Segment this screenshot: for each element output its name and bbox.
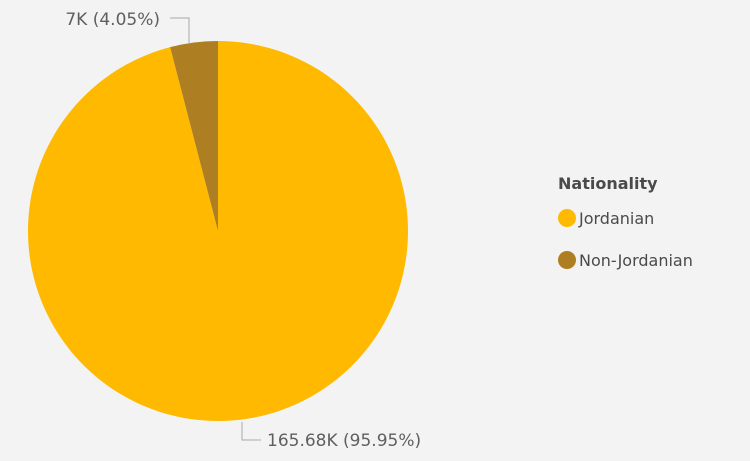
pie-data-labels: 165.68K (95.95%) 7K (4.05%): [65, 10, 421, 451]
legend-label-jordanian: Jordanian: [579, 208, 655, 228]
legend-swatch-non-jordanian: [558, 251, 576, 269]
legend-title: Nationality: [558, 174, 658, 193]
data-label-jordanian: 165.68K (95.95%): [267, 431, 421, 451]
pie-slice-non-jordanian[interactable]: [170, 41, 218, 231]
data-label-non-jordanian: 7K (4.05%): [65, 10, 160, 30]
legend-item-jordanian[interactable]: Jordanian: [558, 206, 693, 230]
pie-slices: [27, 41, 408, 422]
legend-label-non-jordanian: Non-Jordanian: [579, 250, 693, 270]
leader-line-jordanian: [241, 422, 261, 441]
leader-line-non-jordanian: [170, 17, 190, 44]
legend: Nationality Jordanian Non-Jordanian: [558, 172, 693, 290]
pie-slice-jordanian[interactable]: [27, 41, 408, 422]
legend-swatch-jordanian: [558, 209, 576, 227]
legend-item-non-jordanian[interactable]: Non-Jordanian: [558, 248, 693, 272]
